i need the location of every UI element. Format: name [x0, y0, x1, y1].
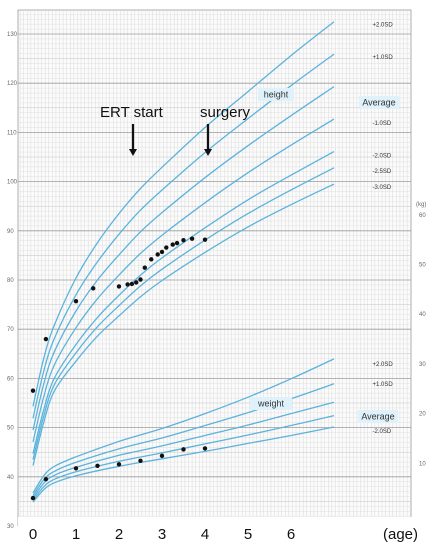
- weight-data-point: [202, 446, 208, 451]
- weight-curve-minus-1-0sd: [32, 414, 335, 501]
- x-tick-label: 0: [29, 526, 37, 543]
- height-data-point: [189, 236, 195, 241]
- height-sd-label: -2.0SD: [373, 154, 392, 160]
- height-curve-minus-3-0sd: [32, 183, 335, 466]
- weight-data-point: [30, 495, 36, 501]
- height-data-point: [73, 298, 79, 304]
- x-tick-label: 4: [201, 526, 209, 543]
- patient-height-points: [30, 236, 208, 393]
- height-data-point: [149, 257, 154, 262]
- height-data-point: [138, 277, 143, 282]
- height-curve-label-box: [258, 88, 294, 101]
- patient-weight-points: [30, 446, 208, 501]
- weight-curve-label-box: [250, 397, 292, 410]
- weight-average-label-box: [358, 410, 398, 423]
- x-axis-ticks: 0 1 2 3 4 5 6: [29, 526, 295, 543]
- height-tick-label: 60: [7, 376, 14, 382]
- x-axis-unit-label: (age): [383, 526, 418, 543]
- weight-tick-label: 20: [419, 412, 426, 418]
- chart-grid: [17, 9, 412, 527]
- weight-data-point: [73, 466, 79, 471]
- height-curve-average: [32, 86, 335, 431]
- x-tick-label: 2: [115, 526, 123, 543]
- height-data-point: [30, 388, 36, 393]
- plot-frame: [17, 9, 412, 527]
- weight-data-point: [116, 462, 122, 467]
- weight-curve-average: [32, 401, 335, 499]
- weight-tick-label: 60: [419, 213, 426, 219]
- x-tick-label: 6: [287, 526, 295, 543]
- height-tick-label: 40: [7, 475, 14, 481]
- weight-reference-curves: [32, 358, 335, 503]
- height-data-point: [170, 242, 175, 247]
- weight-curve-label: weight: [257, 399, 285, 409]
- annotation-arrow-head: [129, 149, 137, 156]
- annotation-arrow-head: [204, 149, 212, 156]
- height-data-point: [125, 282, 130, 287]
- x-tick-label: 5: [244, 526, 252, 543]
- height-average-label: Average: [362, 98, 395, 108]
- height-data-point: [134, 280, 139, 285]
- height-sd-label: -1.0SD: [373, 121, 392, 127]
- weight-sd-label: +1.0SD: [373, 382, 394, 388]
- annotations: ERT start surgery: [100, 104, 251, 156]
- weight-curve-plusminus-2-0sd: [32, 358, 335, 494]
- height-data-point: [142, 265, 147, 270]
- height-tick-label: 70: [7, 327, 14, 333]
- height-data-point: [155, 252, 160, 257]
- weight-tick-label: 30: [419, 362, 426, 368]
- weight-sd-label: -2.0SD: [373, 429, 392, 435]
- height-data-point: [202, 237, 208, 242]
- height-data-point: [116, 284, 122, 289]
- height-sd-label: -2.5SD: [373, 169, 392, 175]
- weight-average-label: Average: [361, 412, 394, 422]
- annotation-surgery: surgery: [200, 104, 251, 121]
- weight-axis-unit: (kg): [416, 202, 426, 208]
- height-tick-label: 130: [7, 32, 18, 38]
- height-tick-label: 120: [7, 81, 18, 87]
- weight-sd-label: +2.0SD: [373, 362, 394, 368]
- height-curve-plusminus-1-0sd: [32, 53, 335, 419]
- weight-data-point: [95, 463, 100, 468]
- height-data-point: [181, 237, 186, 243]
- height-data-point: [43, 336, 49, 342]
- height-curve-minus-2-5sd: [32, 167, 335, 460]
- height-tick-label: 80: [7, 278, 14, 284]
- height-sd-label: -3.0SD: [373, 185, 392, 191]
- annotation-ert-start: ERT start: [100, 104, 164, 121]
- height-data-point: [129, 281, 135, 287]
- weight-tick-label: 40: [419, 312, 426, 318]
- height-curve-minus-1-0sd: [32, 118, 335, 443]
- height-reference-curves: [32, 21, 335, 466]
- weight-tick-label: 50: [419, 263, 426, 269]
- height-average-label-box: [359, 96, 399, 109]
- x-tick-label: 3: [158, 526, 166, 543]
- weight-data-point: [138, 458, 143, 464]
- height-curve-plusminus-2-0sd: [32, 21, 335, 407]
- height-data-point: [174, 240, 180, 246]
- height-tick-label: 30: [7, 524, 14, 530]
- height-tick-label: 90: [7, 229, 14, 235]
- height-axis-ticks: 30 40 50 60 70 80 90 100 110 120 130: [7, 32, 18, 530]
- height-tick-label: 110: [7, 130, 17, 136]
- weight-tick-label: 10: [419, 461, 426, 467]
- weight-data-point: [159, 453, 165, 459]
- height-tick-label: 50: [7, 426, 14, 432]
- height-data-point: [91, 286, 96, 291]
- height-sd-label: +2.0SD: [373, 23, 394, 29]
- weight-data-point: [181, 447, 186, 452]
- height-data-point: [164, 245, 169, 250]
- x-tick-label: 1: [72, 526, 80, 543]
- height-data-point: [159, 249, 165, 255]
- height-sd-label: +1.0SD: [373, 55, 394, 61]
- height-curve-label: height: [264, 90, 289, 100]
- x-axis-band: [18, 517, 439, 550]
- weight-axis-ticks: 10 20 30 40 50 60: [419, 213, 426, 467]
- curve-label-boxes: height Average weight Average: [250, 88, 399, 423]
- weight-data-point: [43, 477, 49, 482]
- height-tick-label: 100: [7, 180, 18, 186]
